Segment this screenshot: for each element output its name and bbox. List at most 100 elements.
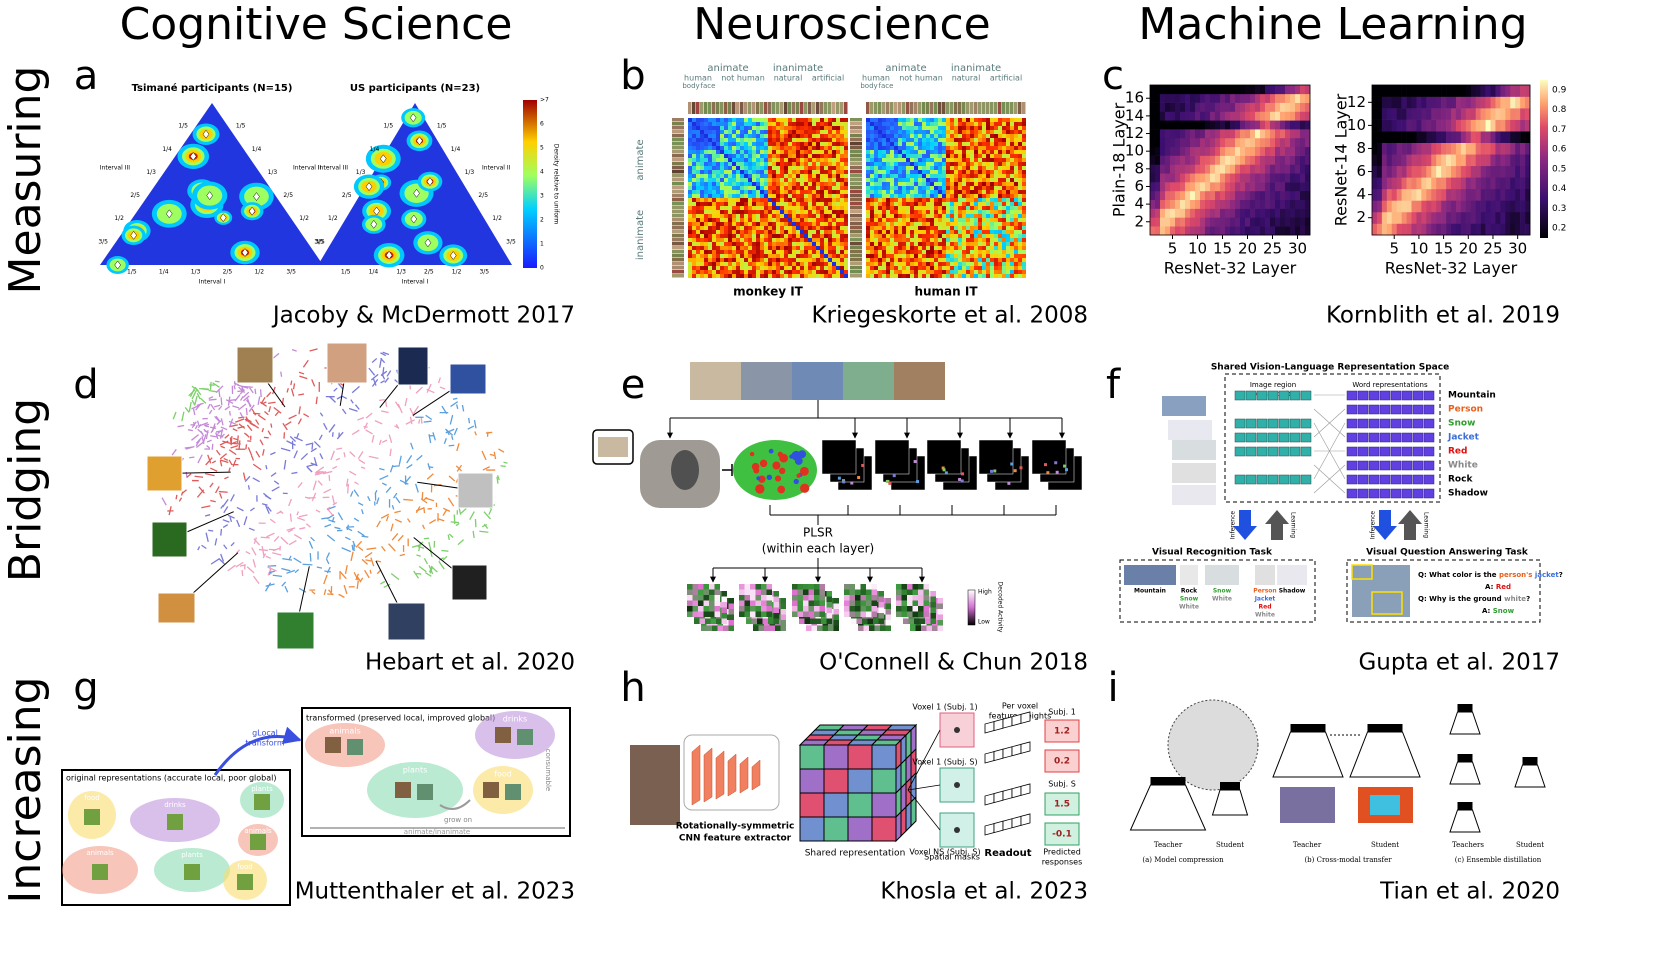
heatmap-cell (1285, 190, 1291, 201)
matrix-cell (800, 158, 804, 162)
matrix-cell (974, 170, 978, 174)
matrix-cell (700, 266, 704, 270)
matrix-cell (716, 270, 720, 274)
heatmap-cell (1275, 137, 1281, 148)
matrix-cell (950, 202, 954, 206)
matrix-cell (768, 154, 772, 158)
matrix-cell (1010, 194, 1014, 198)
heatmap-cell (1280, 85, 1286, 95)
heatmap-cell (1381, 85, 1388, 97)
matrix-cell (942, 206, 946, 210)
matrix-cell (918, 274, 922, 278)
heatmap-cell (1411, 96, 1417, 109)
matrix-cell (1010, 210, 1014, 214)
matrix-cell (820, 242, 824, 246)
matrix-cell (736, 146, 740, 150)
matrix-cell (878, 154, 882, 158)
heatmap-cell (1416, 188, 1422, 201)
embedding-point (218, 490, 228, 493)
matrix-cell (808, 170, 812, 174)
matrix-cell (712, 170, 716, 174)
matrix-cell (966, 170, 970, 174)
matrix-cell (902, 242, 906, 246)
matrix-cell (732, 150, 736, 154)
matrix-cell (724, 214, 728, 218)
matrix-cell (824, 194, 828, 198)
matrix-cell (906, 238, 910, 242)
matrix-cell (784, 210, 788, 214)
heatmap-cell (1210, 226, 1216, 236)
matrix-cell (696, 118, 700, 122)
matrix-cell (832, 206, 836, 210)
matrix-cell (728, 198, 732, 202)
matrix-cell (918, 122, 922, 126)
matrix-cell (930, 218, 934, 222)
matrix-cell (716, 222, 720, 226)
heatmap-cell (1260, 173, 1266, 183)
matrix-cell (768, 218, 772, 222)
stimulus-icon (850, 258, 862, 262)
matrix-cell (780, 174, 784, 178)
embedding-point (368, 367, 376, 376)
matrix-cell (712, 246, 716, 250)
heatmap-cell (1290, 226, 1296, 236)
matrix-cell (1006, 206, 1010, 210)
tick-label: 1/2 (299, 215, 309, 222)
matrix-cell (938, 190, 942, 194)
matrix-cell (998, 166, 1002, 170)
matrix-cell (954, 126, 958, 130)
embedding-point (332, 465, 338, 470)
matrix-cell (820, 218, 824, 222)
heatmap-cell (1215, 208, 1221, 218)
matrix-cell (816, 206, 820, 210)
embedding-point (481, 450, 487, 461)
embedding-point (280, 536, 289, 545)
matrix-cell (894, 254, 898, 258)
matrix-cell (800, 250, 804, 254)
matrix-cell (926, 134, 930, 138)
stimulus-icon (688, 102, 692, 114)
matrix-cell (828, 170, 832, 174)
heatmap-cell (1275, 208, 1281, 218)
matrix-cell (1010, 230, 1014, 234)
matrix-cell (990, 154, 994, 158)
matrix-cell (836, 238, 840, 242)
matrix-cell (716, 206, 720, 210)
heatmap-cell (1195, 226, 1201, 236)
embedding-point (326, 534, 336, 542)
matrix-cell (958, 158, 962, 162)
matrix-cell (708, 214, 712, 218)
matrix-cell (966, 202, 970, 206)
matrix-cell (756, 190, 760, 194)
matrix-cell (700, 234, 704, 238)
stimulus-icon (850, 230, 862, 234)
matrix-cell (986, 270, 990, 274)
matrix-cell (700, 190, 704, 194)
heatmap-cell (1260, 146, 1266, 156)
matrix-cell (1022, 254, 1026, 258)
matrix-cell (918, 222, 922, 226)
matrix-cell (1018, 202, 1022, 206)
matrix-cell (1002, 206, 1006, 210)
heatmap-cell (1180, 182, 1186, 192)
matrix-cell (958, 202, 962, 206)
matrix-cell (914, 154, 918, 158)
heatmap-cell (1245, 137, 1251, 148)
heatmap-cell (1305, 85, 1311, 95)
matrix-cell (1022, 138, 1026, 142)
matrix-cell (1022, 206, 1026, 210)
matrix-cell (796, 126, 800, 130)
heatmap-cell (1175, 208, 1181, 218)
matrix-cell (736, 270, 740, 274)
matrix-cell (804, 242, 808, 246)
heatmap-cell (1275, 102, 1281, 112)
matrix-cell (1006, 146, 1010, 150)
heatmap-cell (1406, 223, 1412, 236)
matrix-cell (832, 134, 836, 138)
matrix-cell (752, 266, 756, 270)
matrix-cell (946, 130, 950, 134)
tick-label: 5 (540, 145, 544, 152)
matrix-cell (898, 250, 902, 254)
matrix-cell (874, 146, 878, 150)
matrix-cell (808, 174, 812, 178)
